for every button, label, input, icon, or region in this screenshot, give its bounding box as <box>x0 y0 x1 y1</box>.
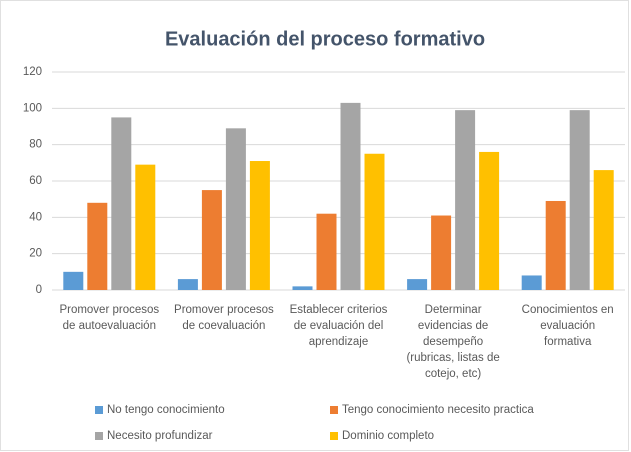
bar <box>249 161 270 290</box>
legend-swatch <box>330 432 338 440</box>
x-tick-label: formativa <box>544 336 592 348</box>
x-tick-label: evidencias de <box>418 320 488 332</box>
x-tick-label: Promover procesos <box>59 304 159 316</box>
legend-label: Tengo conocimiento necesito practica <box>342 404 534 416</box>
legend-swatch <box>95 406 103 414</box>
bar <box>87 202 108 290</box>
x-tick-label: Establecer criterios <box>290 304 388 316</box>
bar <box>292 286 313 290</box>
bar <box>407 279 428 290</box>
y-tick-label: 60 <box>29 175 42 187</box>
bar <box>225 128 246 290</box>
bar <box>364 153 385 290</box>
bar <box>521 275 542 290</box>
chart-title: Evaluación del proceso formativo <box>165 28 485 50</box>
bar <box>479 151 500 290</box>
y-tick-label: 0 <box>36 284 42 296</box>
legend-swatch <box>95 432 103 440</box>
x-tick-label: evaluación <box>540 320 595 332</box>
legend-label: Dominio completo <box>342 430 434 442</box>
bar <box>455 110 476 291</box>
x-tick-label: Conocimientos en <box>522 304 614 316</box>
bar <box>545 200 566 290</box>
bar <box>340 102 361 290</box>
x-tick-label: Promover procesos <box>174 304 274 316</box>
bar <box>593 170 614 290</box>
legend-swatch <box>330 406 338 414</box>
bar <box>316 213 337 290</box>
x-tick-label: de autoevaluación <box>63 320 156 332</box>
bar <box>201 190 222 290</box>
y-tick-label: 40 <box>29 211 42 223</box>
bar <box>431 215 452 290</box>
x-tick-label: de evaluación del <box>294 320 384 332</box>
bar <box>135 164 156 290</box>
x-tick-label: (rubricas, listas de <box>406 352 499 364</box>
y-tick-label: 100 <box>23 102 42 114</box>
x-tick-label: Determinar <box>425 304 482 316</box>
bar <box>569 110 590 291</box>
x-tick-label: cotejo, etc) <box>425 368 481 380</box>
y-tick-label: 20 <box>29 248 42 260</box>
x-tick-label: de coevaluación <box>182 320 265 332</box>
y-tick-label: 80 <box>29 139 42 151</box>
x-tick-label: aprendizaje <box>309 336 368 348</box>
x-tick-label: desempeño <box>423 336 483 348</box>
bar <box>111 117 132 291</box>
y-tick-label: 120 <box>23 66 42 78</box>
legend-label: No tengo conocimiento <box>107 404 225 416</box>
bar <box>63 271 84 290</box>
bar <box>177 279 198 290</box>
legend-label: Necesito profundizar <box>107 430 213 442</box>
